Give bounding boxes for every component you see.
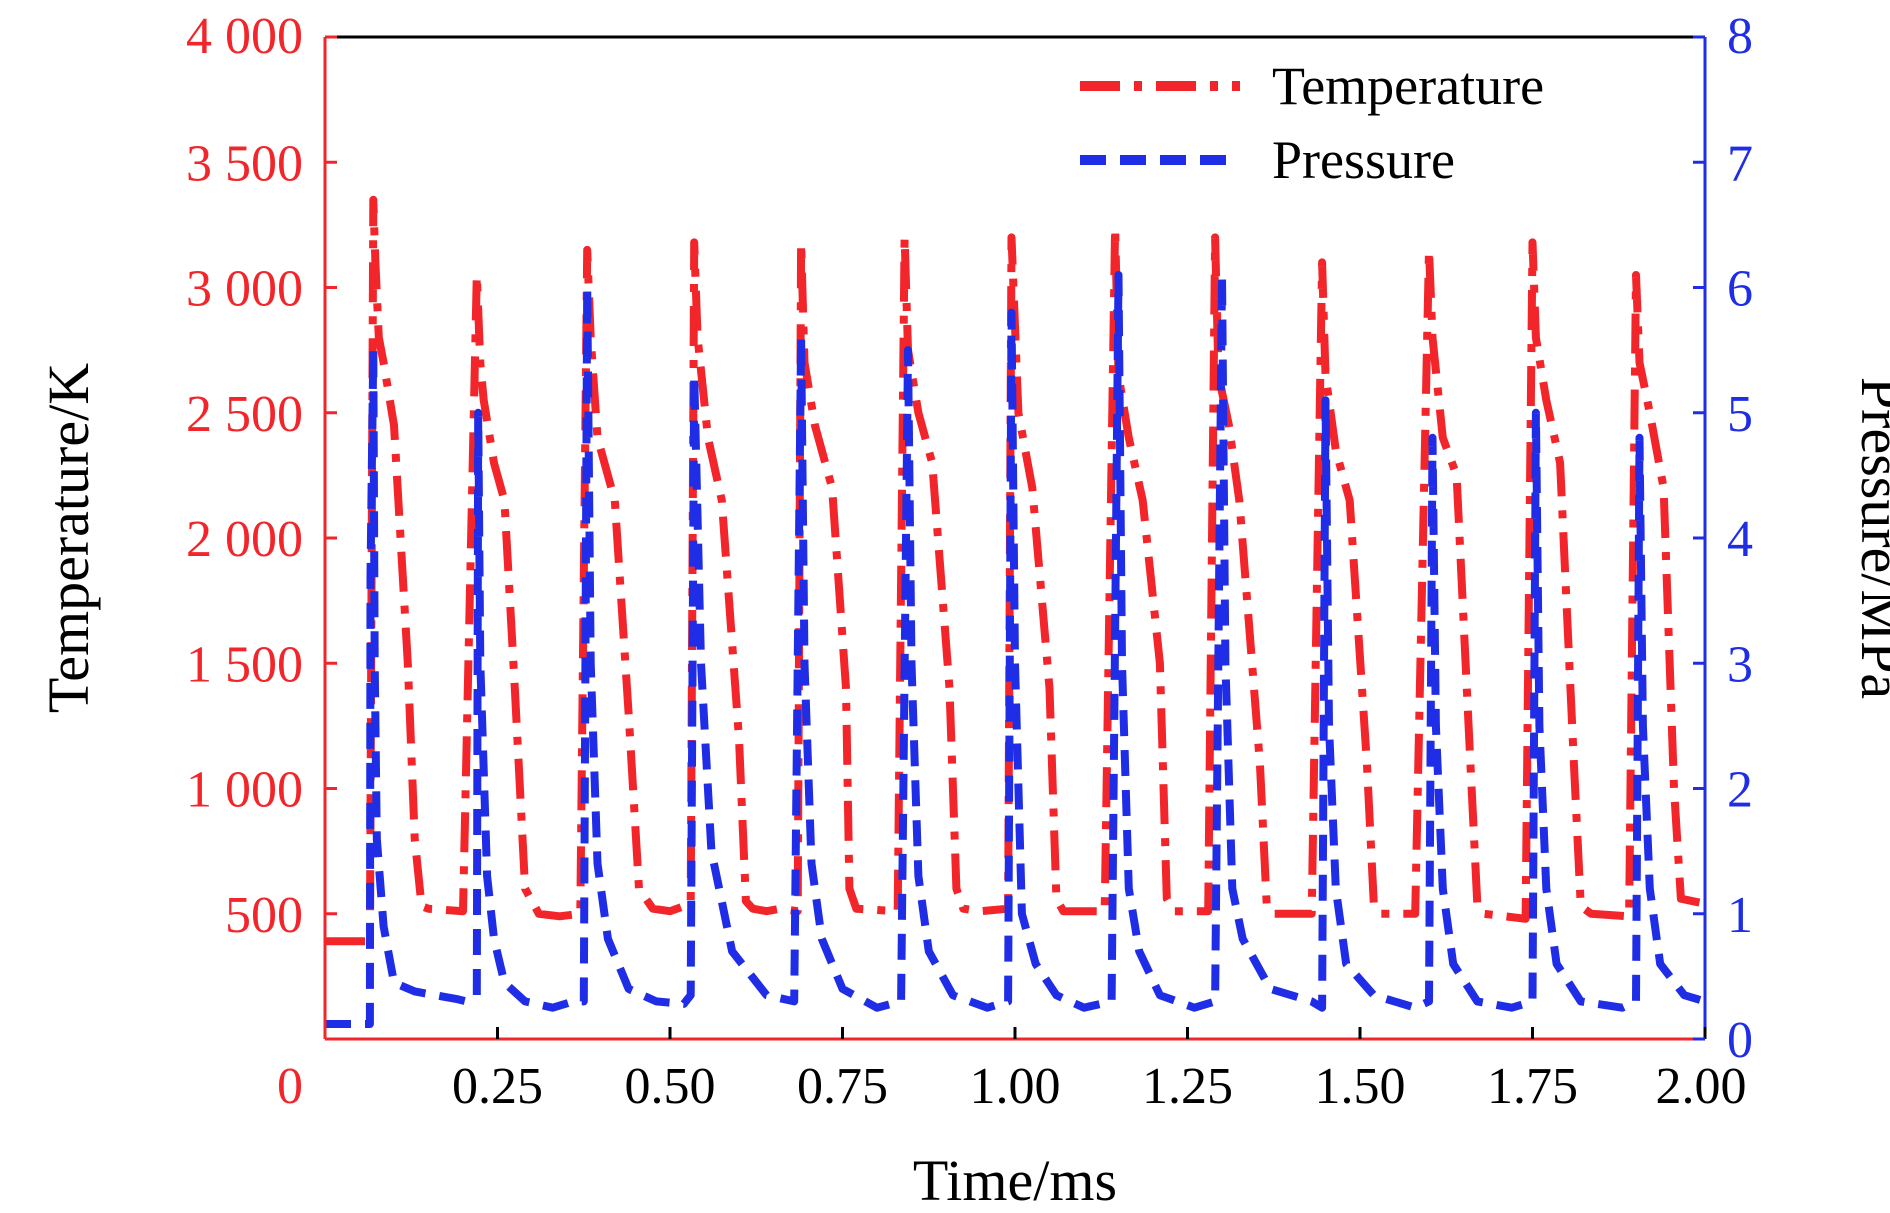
x-tick-label: 0.25 — [452, 1058, 543, 1115]
x-tick-label: 1.50 — [1315, 1058, 1406, 1115]
y-left-tick-label: 2 000 — [186, 511, 303, 568]
x-tick-label: 1.25 — [1142, 1058, 1233, 1115]
y-right-tick-label: 3 — [1727, 636, 1753, 693]
plot-background — [325, 37, 1705, 1039]
y-left-tick-label: 0 — [277, 1058, 303, 1115]
y-left-tick-label: 3 000 — [186, 261, 303, 318]
x-axis-title: Time/ms — [913, 1148, 1117, 1213]
x-tick-label: 0.75 — [797, 1058, 888, 1115]
x-tick-label: 1.75 — [1487, 1058, 1578, 1115]
y-right-tick-label: 5 — [1727, 386, 1753, 443]
y-left-tick-label: 1 000 — [186, 762, 303, 819]
legend: Temperature Pressure — [1080, 56, 1544, 190]
x-tick-label: 0.50 — [625, 1058, 716, 1115]
y-left-tick-label: 1 500 — [186, 636, 303, 693]
series-layer — [325, 195, 1707, 1028]
left-axis-title: Temperature/K — [36, 363, 101, 713]
series-line-pressure — [325, 271, 1707, 1028]
y-right-tick-label: 1 — [1727, 887, 1753, 944]
y-left-tick-label: 3 500 — [186, 135, 303, 192]
axis-titles: Time/ms Temperature/K Pressure/MPa — [36, 363, 1890, 1213]
y-right-tick-label: 4 — [1727, 511, 1753, 568]
y-right-tick-label: 7 — [1727, 135, 1753, 192]
y-right-tick-label: 0 — [1727, 1012, 1753, 1069]
series-line-temperature — [325, 195, 1706, 946]
x-tick-label: 1.00 — [970, 1058, 1061, 1115]
y-left-tick-label: 4 000 — [186, 8, 303, 65]
x-tick-label: 2.00 — [1656, 1058, 1747, 1115]
y-right-tick-label: 8 — [1727, 8, 1753, 65]
plot-area — [325, 37, 1707, 1039]
y-right-tick-label: 2 — [1727, 762, 1753, 819]
legend-temperature-label: Temperature — [1272, 56, 1544, 116]
right-axis-title: Pressure/MPa — [1849, 377, 1890, 699]
y-right-tick-label: 6 — [1727, 261, 1753, 318]
y-left-tick-label: 500 — [225, 887, 303, 944]
legend-pressure-label: Pressure — [1272, 130, 1455, 190]
y-left-tick-label: 2 500 — [186, 386, 303, 443]
